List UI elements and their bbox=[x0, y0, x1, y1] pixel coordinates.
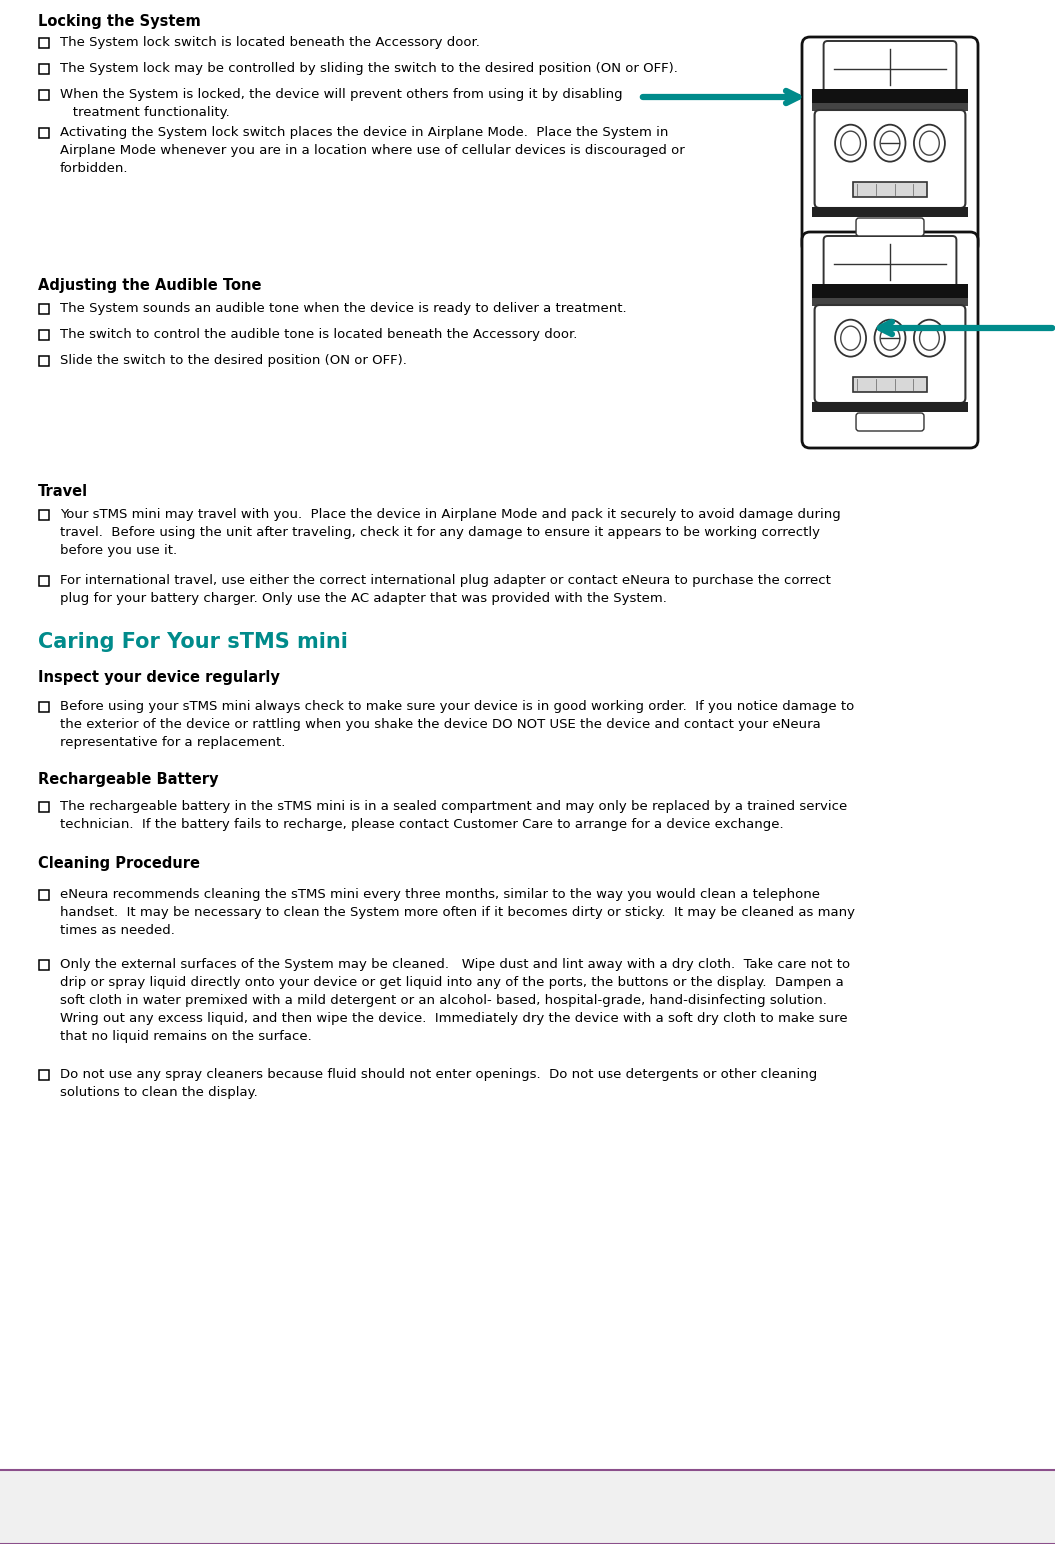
Text: The System lock switch is located beneath the Accessory door.: The System lock switch is located beneat… bbox=[60, 36, 480, 49]
Ellipse shape bbox=[875, 320, 905, 357]
Bar bbox=[39, 801, 49, 812]
Bar bbox=[853, 377, 926, 392]
Ellipse shape bbox=[880, 326, 900, 350]
Text: Slide the switch to the desired position (ON or OFF).: Slide the switch to the desired position… bbox=[60, 354, 407, 367]
Bar bbox=[39, 703, 49, 712]
Bar bbox=[39, 889, 49, 900]
Text: The System lock may be controlled by sliding the switch to the desired position : The System lock may be controlled by sli… bbox=[60, 62, 678, 76]
Bar bbox=[853, 182, 926, 196]
Text: Caring For Your sTMS mini: Caring For Your sTMS mini bbox=[38, 631, 348, 652]
Text: The rechargeable battery in the sTMS mini is in a sealed compartment and may onl: The rechargeable battery in the sTMS min… bbox=[60, 800, 847, 814]
Bar bbox=[39, 39, 49, 48]
Ellipse shape bbox=[920, 326, 939, 350]
Text: plug for your battery charger. Only use the AC adapter that was provided with th: plug for your battery charger. Only use … bbox=[60, 591, 667, 605]
Text: DRAFT 2/12/2019 SPW   20: DRAFT 2/12/2019 SPW 20 bbox=[848, 1501, 1017, 1513]
Bar bbox=[39, 330, 49, 340]
Text: Rechargeable Battery: Rechargeable Battery bbox=[38, 772, 218, 787]
Bar bbox=[812, 284, 968, 298]
FancyBboxPatch shape bbox=[856, 412, 924, 431]
FancyBboxPatch shape bbox=[824, 236, 957, 289]
Text: travel.  Before using the unit after traveling, check it for any damage to ensur: travel. Before using the unit after trav… bbox=[60, 527, 820, 539]
FancyBboxPatch shape bbox=[802, 232, 978, 448]
Text: that no liquid remains on the surface.: that no liquid remains on the surface. bbox=[60, 1030, 311, 1044]
Bar bbox=[39, 304, 49, 313]
Bar bbox=[0, 1470, 1055, 1544]
Text: When the System is locked, the device will prevent others from using it by disab: When the System is locked, the device wi… bbox=[60, 88, 622, 100]
Bar bbox=[39, 576, 49, 587]
Bar bbox=[39, 960, 49, 970]
Bar bbox=[812, 298, 968, 306]
Ellipse shape bbox=[841, 131, 861, 156]
Text: the exterior of the device or rattling when you shake the device DO NOT USE the : the exterior of the device or rattling w… bbox=[60, 718, 821, 730]
Bar bbox=[812, 103, 968, 111]
Ellipse shape bbox=[836, 125, 866, 162]
Text: Before using your sTMS mini always check to make sure your device is in good wor: Before using your sTMS mini always check… bbox=[60, 699, 855, 713]
Bar bbox=[812, 207, 968, 218]
Text: before you use it.: before you use it. bbox=[60, 543, 177, 557]
Bar bbox=[812, 401, 968, 412]
Text: Only the external surfaces of the System may be cleaned.   Wipe dust and lint aw: Only the external surfaces of the System… bbox=[60, 957, 850, 971]
FancyBboxPatch shape bbox=[802, 37, 978, 253]
FancyBboxPatch shape bbox=[824, 42, 957, 93]
Bar bbox=[39, 128, 49, 137]
Ellipse shape bbox=[914, 320, 945, 357]
Ellipse shape bbox=[880, 131, 900, 156]
Text: Adjusting the Audible Tone: Adjusting the Audible Tone bbox=[38, 278, 262, 293]
Text: technician.  If the battery fails to recharge, please contact Customer Care to a: technician. If the battery fails to rech… bbox=[60, 818, 784, 831]
FancyBboxPatch shape bbox=[814, 306, 965, 403]
Text: Do not use any spray cleaners because fluid should not enter openings.  Do not u: Do not use any spray cleaners because fl… bbox=[60, 1068, 818, 1081]
Bar bbox=[39, 63, 49, 74]
Text: forbidden.: forbidden. bbox=[60, 162, 129, 174]
Bar bbox=[39, 510, 49, 520]
FancyBboxPatch shape bbox=[856, 218, 924, 236]
Ellipse shape bbox=[914, 125, 945, 162]
Ellipse shape bbox=[875, 125, 905, 162]
Text: solutions to clean the display.: solutions to clean the display. bbox=[60, 1085, 257, 1099]
Text: eNeura recommends cleaning the sTMS mini every three months, similar to the way : eNeura recommends cleaning the sTMS mini… bbox=[60, 888, 820, 902]
Text: times as needed.: times as needed. bbox=[60, 923, 175, 937]
Text: Wring out any excess liquid, and then wipe the device.  Immediately dry the devi: Wring out any excess liquid, and then wi… bbox=[60, 1011, 847, 1025]
Bar bbox=[39, 357, 49, 366]
Text: For international travel, use either the correct international plug adapter or c: For international travel, use either the… bbox=[60, 574, 831, 587]
Text: Inspect your device regularly: Inspect your device regularly bbox=[38, 670, 280, 686]
Text: handset.  It may be necessary to clean the System more often if it becomes dirty: handset. It may be necessary to clean th… bbox=[60, 906, 855, 919]
FancyBboxPatch shape bbox=[814, 110, 965, 208]
Text: Locking the System: Locking the System bbox=[38, 14, 200, 29]
Text: The switch to control the audible tone is located beneath the Accessory door.: The switch to control the audible tone i… bbox=[60, 327, 577, 341]
Ellipse shape bbox=[841, 326, 861, 350]
Bar bbox=[812, 90, 968, 103]
Text: Activating the System lock switch places the device in Airplane Mode.  Place the: Activating the System lock switch places… bbox=[60, 127, 669, 139]
Ellipse shape bbox=[836, 320, 866, 357]
Text: Travel: Travel bbox=[38, 483, 89, 499]
Text: soft cloth in water premixed with a mild detergent or an alcohol- based, hospita: soft cloth in water premixed with a mild… bbox=[60, 994, 827, 1007]
Text: drip or spray liquid directly onto your device or get liquid into any of the por: drip or spray liquid directly onto your … bbox=[60, 976, 844, 990]
Text: Airplane Mode whenever you are in a location where use of cellular devices is di: Airplane Mode whenever you are in a loca… bbox=[60, 144, 685, 157]
Bar bbox=[39, 1070, 49, 1079]
Text: Cleaning Procedure: Cleaning Procedure bbox=[38, 855, 200, 871]
Text: representative for a replacement.: representative for a replacement. bbox=[60, 736, 285, 749]
Bar bbox=[39, 90, 49, 100]
Ellipse shape bbox=[920, 131, 939, 156]
Text: Your sTMS mini may travel with you.  Place the device in Airplane Mode and pack : Your sTMS mini may travel with you. Plac… bbox=[60, 508, 841, 520]
Text: treatment functionality.: treatment functionality. bbox=[60, 107, 230, 119]
Text: The System sounds an audible tone when the device is ready to deliver a treatmen: The System sounds an audible tone when t… bbox=[60, 303, 627, 315]
